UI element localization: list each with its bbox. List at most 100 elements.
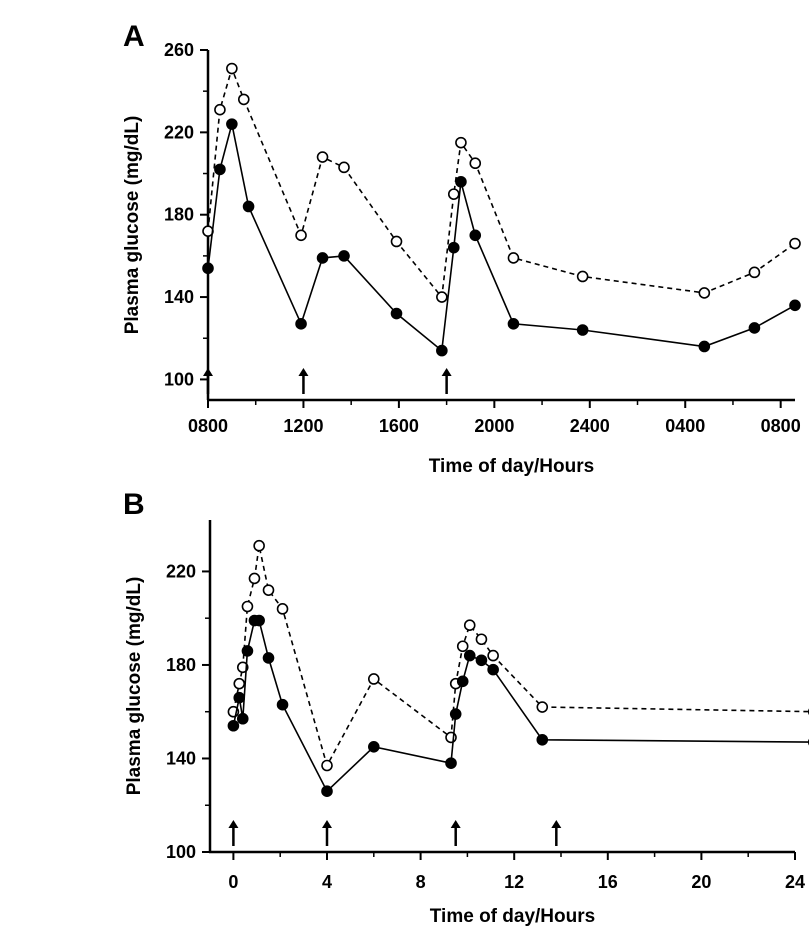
x-tick-label: 2000 — [474, 416, 514, 436]
data-point-open — [698, 287, 711, 299]
x-tick-label: 8 — [416, 872, 426, 892]
data-point-open — [748, 266, 761, 279]
data-point-filled — [445, 757, 457, 769]
data-point-filled — [449, 708, 462, 720]
y-tick-label: 220 — [164, 122, 194, 142]
data-point-open — [469, 157, 482, 170]
data-point-open — [236, 661, 249, 674]
data-point-filled — [338, 250, 350, 262]
data-point-open — [214, 103, 226, 116]
data-point-open — [253, 539, 265, 552]
y-axis-title: Plasma glucose (mg/dL) — [124, 577, 145, 796]
data-point-filled — [316, 252, 329, 264]
data-point-filled — [253, 614, 265, 627]
data-point-filled — [202, 262, 214, 275]
data-point-open — [248, 572, 261, 585]
data-point-open — [789, 237, 801, 250]
data-point-filled — [436, 344, 448, 357]
data-point-open — [226, 62, 238, 75]
x-tick-label: 2400 — [570, 416, 610, 436]
x-tick-label: 0 — [228, 872, 238, 892]
data-point-filled — [390, 307, 403, 320]
panel-letter: B — [123, 488, 145, 521]
y-tick-label: 180 — [164, 205, 194, 225]
data-point-open — [455, 136, 467, 149]
y-tick-label: 140 — [166, 748, 196, 768]
data-point-filled — [469, 229, 482, 242]
data-point-open — [487, 649, 499, 662]
data-point-open — [241, 600, 254, 613]
data-point-filled — [748, 322, 761, 334]
data-point-open — [367, 673, 380, 685]
data-point-open — [456, 640, 469, 653]
meal-arrow-head — [298, 368, 309, 376]
panel-a: A 100 140 180 220 260 0800 1200 1600 2000 2400 0400… — [122, 20, 801, 477]
data-point-filled — [456, 675, 469, 688]
data-point-open — [507, 252, 520, 264]
data-point-filled — [698, 340, 711, 353]
y-axis-title: Plasma glucose (mg/dL) — [122, 116, 143, 335]
data-point-filled — [241, 645, 254, 657]
data-point-open — [576, 270, 589, 283]
data-point-filled — [789, 299, 801, 312]
data-point-filled — [227, 719, 240, 732]
data-point-open — [436, 291, 448, 303]
data-point-open — [463, 619, 476, 632]
x-tick-label: 20 — [691, 872, 711, 892]
x-axis-title: Time of day/Hours — [429, 456, 594, 477]
meal-arrow-head — [551, 820, 562, 828]
y-tick-label: 260 — [164, 40, 194, 60]
data-point-filled — [233, 691, 246, 704]
data-point-filled — [507, 318, 520, 330]
data-point-open — [390, 235, 403, 248]
data-point-filled — [367, 740, 380, 753]
data-point-filled — [463, 649, 476, 662]
data-point-open — [276, 603, 289, 615]
panel-b: B 100 140 180 220 0 4 8 12 16 20 24 Time of day/Hour… — [123, 488, 809, 926]
data-point-filled — [321, 785, 333, 798]
data-point-filled — [262, 652, 275, 664]
x-tick-label: 0800 — [188, 416, 228, 436]
y-tick-label: 100 — [166, 842, 196, 862]
data-point-open — [295, 229, 307, 242]
data-point-open — [237, 93, 250, 106]
series-line-open — [207, 66, 796, 300]
data-point-filled — [236, 712, 249, 725]
x-tick-label: 0400 — [665, 416, 705, 436]
data-point-filled — [447, 241, 460, 254]
meal-arrow-head — [322, 820, 332, 828]
x-tick-label: 24 — [785, 872, 805, 892]
meal-arrow-head — [228, 820, 239, 828]
data-point-open — [316, 151, 329, 163]
data-point-open — [536, 701, 549, 713]
x-tick-label: 16 — [598, 872, 618, 892]
meal-arrow-head — [203, 368, 213, 376]
data-point-filled — [214, 163, 226, 176]
y-tick-label: 180 — [166, 655, 196, 675]
y-tick-label: 100 — [164, 369, 194, 389]
x-tick-label: 4 — [322, 872, 332, 892]
data-point-filled — [475, 654, 488, 667]
y-tick-label: 220 — [166, 561, 196, 581]
panel-letter: A — [123, 20, 145, 53]
data-point-filled — [536, 733, 549, 746]
data-point-filled — [295, 318, 307, 330]
data-point-filled — [226, 118, 238, 130]
data-point-filled — [576, 324, 589, 336]
data-point-open — [475, 633, 488, 646]
data-point-open — [321, 759, 333, 772]
data-point-filled — [487, 663, 499, 676]
data-point-filled — [455, 175, 467, 188]
x-tick-label: 12 — [504, 872, 524, 892]
data-point-filled — [276, 698, 289, 711]
data-point-filled — [242, 200, 255, 213]
meal-arrow-head — [450, 820, 461, 828]
data-point-open — [447, 188, 460, 200]
series-line-filled — [232, 619, 809, 793]
y-tick-label: 140 — [164, 287, 194, 307]
data-point-open — [262, 584, 275, 596]
data-point-open — [338, 161, 350, 174]
x-tick-label: 0800 — [761, 416, 801, 436]
x-axis-title: Time of day/Hours — [430, 906, 595, 926]
